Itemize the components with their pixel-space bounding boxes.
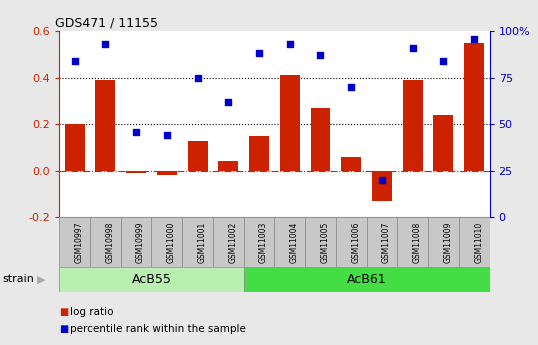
Bar: [95, 80, 115, 171]
Bar: [336, 217, 366, 267]
Bar: [213, 217, 244, 267]
Text: AcB55: AcB55: [131, 273, 171, 286]
Text: percentile rank within the sample: percentile rank within the sample: [70, 324, 246, 334]
Bar: [341, 157, 361, 171]
Bar: [59, 217, 90, 267]
Bar: [249, 136, 269, 171]
Text: GSM11005: GSM11005: [321, 221, 329, 263]
Bar: [398, 217, 428, 267]
Text: GSM11010: GSM11010: [474, 221, 483, 263]
Bar: [372, 171, 392, 201]
Point: [162, 132, 171, 138]
Point: [193, 75, 202, 80]
Bar: [188, 140, 208, 171]
Bar: [366, 217, 398, 267]
Bar: [434, 115, 454, 171]
Text: log ratio: log ratio: [70, 307, 114, 317]
Point: [254, 51, 263, 56]
Bar: [151, 217, 182, 267]
Bar: [126, 171, 146, 173]
Text: GSM10997: GSM10997: [75, 221, 83, 263]
Text: GSM11002: GSM11002: [228, 221, 237, 263]
Bar: [218, 161, 238, 171]
Text: strain: strain: [3, 275, 34, 284]
Text: GSM11009: GSM11009: [443, 221, 452, 263]
Point: [347, 84, 356, 90]
Text: GSM10998: GSM10998: [105, 221, 114, 263]
Text: ■: ■: [59, 324, 68, 334]
Bar: [244, 217, 274, 267]
Bar: [274, 217, 305, 267]
Bar: [464, 43, 484, 171]
Point: [439, 58, 448, 63]
Bar: [65, 124, 84, 171]
Text: AcB61: AcB61: [347, 273, 386, 286]
Point: [408, 45, 417, 51]
Text: ■: ■: [59, 307, 68, 317]
Text: GSM11000: GSM11000: [167, 221, 176, 263]
Bar: [305, 217, 336, 267]
Text: GSM11004: GSM11004: [290, 221, 299, 263]
Text: GSM11007: GSM11007: [382, 221, 391, 263]
Text: GSM11006: GSM11006: [351, 221, 360, 263]
Bar: [157, 171, 177, 175]
Bar: [403, 80, 423, 171]
Point: [132, 129, 140, 135]
Bar: [121, 217, 151, 267]
Bar: [459, 217, 490, 267]
Point: [378, 177, 386, 183]
Text: GSM11001: GSM11001: [197, 221, 207, 263]
Text: GDS471 / 11155: GDS471 / 11155: [55, 17, 158, 30]
Bar: [428, 217, 459, 267]
Bar: [244, 267, 490, 292]
Point: [316, 52, 325, 58]
Point: [70, 58, 79, 63]
Bar: [182, 217, 213, 267]
Text: GSM11003: GSM11003: [259, 221, 268, 263]
Point: [101, 41, 110, 47]
Text: ▶: ▶: [37, 275, 45, 284]
Bar: [59, 267, 244, 292]
Text: GSM11008: GSM11008: [413, 221, 422, 263]
Point: [224, 99, 232, 105]
Point: [286, 41, 294, 47]
Bar: [310, 108, 330, 171]
Bar: [280, 75, 300, 171]
Bar: [90, 217, 121, 267]
Text: GSM10999: GSM10999: [136, 221, 145, 263]
Point: [470, 36, 478, 41]
